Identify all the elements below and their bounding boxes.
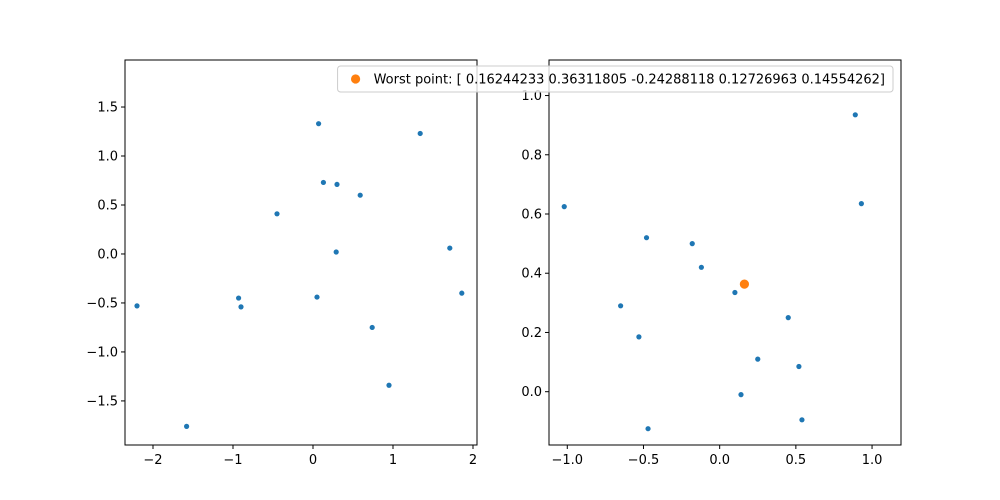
legend-label: Worst point: [ 0.16244233 0.36311805 -0.… (374, 73, 885, 88)
legend: Worst point: [ 0.16244233 0.36311805 -0.… (337, 65, 894, 93)
right-scatter-plot: −1.0 −0.5 0.0 0.5 1.0 0.0 0.2 0.4 0.6 0.8 1.0 (521, 59, 902, 468)
x-tick-label: −1 (223, 453, 242, 468)
x-tick-label: −2 (143, 453, 162, 468)
data-point (447, 245, 453, 251)
data-point (238, 304, 244, 310)
data-point (316, 121, 322, 127)
y-tick-label: 1.0 (521, 89, 542, 104)
data-point (334, 181, 340, 188)
data-point (858, 201, 864, 207)
worst-point-marker (739, 279, 750, 289)
x-tick-label: 0.0 (709, 453, 730, 468)
data-point (357, 192, 363, 198)
data-point (852, 112, 858, 118)
y-tick-label: 0.2 (521, 326, 542, 341)
data-point (314, 294, 320, 300)
data-point (796, 363, 802, 370)
y-tick-label: −1.5 (86, 394, 118, 409)
data-point (386, 382, 392, 388)
data-point (643, 235, 650, 241)
data-point (785, 315, 791, 321)
y-tick-label: 0.4 (521, 267, 542, 282)
y-tick-label: 0.5 (97, 198, 118, 213)
data-point (236, 295, 242, 301)
axes-frame (124, 59, 478, 446)
data-point (134, 303, 140, 309)
y-tick-label: 1.0 (97, 150, 118, 165)
data-point (636, 334, 642, 340)
legend-box (337, 65, 894, 93)
data-point (459, 290, 465, 296)
data-point (417, 130, 423, 137)
y-tick-label: 0.0 (97, 247, 118, 262)
data-point (320, 179, 326, 186)
x-tick-label: −1.0 (551, 453, 583, 468)
x-tick-label: 2 (469, 453, 477, 468)
data-point (645, 426, 651, 432)
y-tick-label: 0.6 (521, 208, 542, 223)
x-tick-label: 0 (309, 453, 317, 468)
legend-marker (350, 74, 361, 84)
data-point (732, 289, 738, 296)
data-point (333, 249, 339, 255)
data-point (799, 417, 805, 423)
data-point (755, 356, 761, 362)
data-point (274, 211, 280, 217)
left-scatter-plot: −2 −1 0 1 2 −1.5 −1.0 −0.5 0.0 0.5 1.0 1.5 (86, 59, 478, 468)
y-tick-label: 0.0 (521, 385, 542, 400)
y-tick-label: 0.8 (521, 148, 542, 163)
data-point (738, 392, 744, 398)
y-tick-label: 1.5 (97, 101, 118, 116)
x-tick-label: 0.5 (786, 453, 807, 468)
data-point (369, 324, 375, 331)
x-tick-label: −0.5 (628, 453, 660, 468)
x-tick-label: 1 (389, 453, 397, 468)
data-point (689, 241, 695, 247)
data-point (698, 264, 704, 270)
data-point (561, 204, 567, 210)
data-point (184, 423, 190, 429)
y-tick-label: −1.0 (86, 345, 118, 360)
y-tick-label: −0.5 (86, 296, 118, 311)
x-tick-label: 1.0 (862, 453, 883, 468)
axes-frame (548, 59, 902, 446)
data-point (618, 303, 624, 309)
